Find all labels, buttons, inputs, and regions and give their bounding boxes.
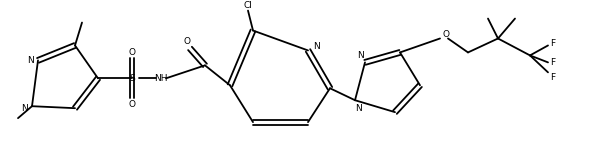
Text: O: O [443, 30, 449, 39]
Text: F: F [550, 73, 556, 82]
Text: F: F [550, 39, 556, 48]
Text: N: N [313, 42, 319, 51]
Text: Cl: Cl [244, 1, 252, 10]
Text: NH: NH [154, 74, 168, 83]
Text: O: O [184, 37, 190, 46]
Text: N: N [354, 104, 361, 113]
Text: O: O [128, 100, 136, 109]
Text: S: S [129, 74, 135, 83]
Text: F: F [550, 58, 556, 67]
Text: N: N [21, 104, 27, 113]
Text: O: O [128, 48, 136, 57]
Text: N: N [357, 51, 364, 60]
Text: N: N [27, 56, 33, 65]
